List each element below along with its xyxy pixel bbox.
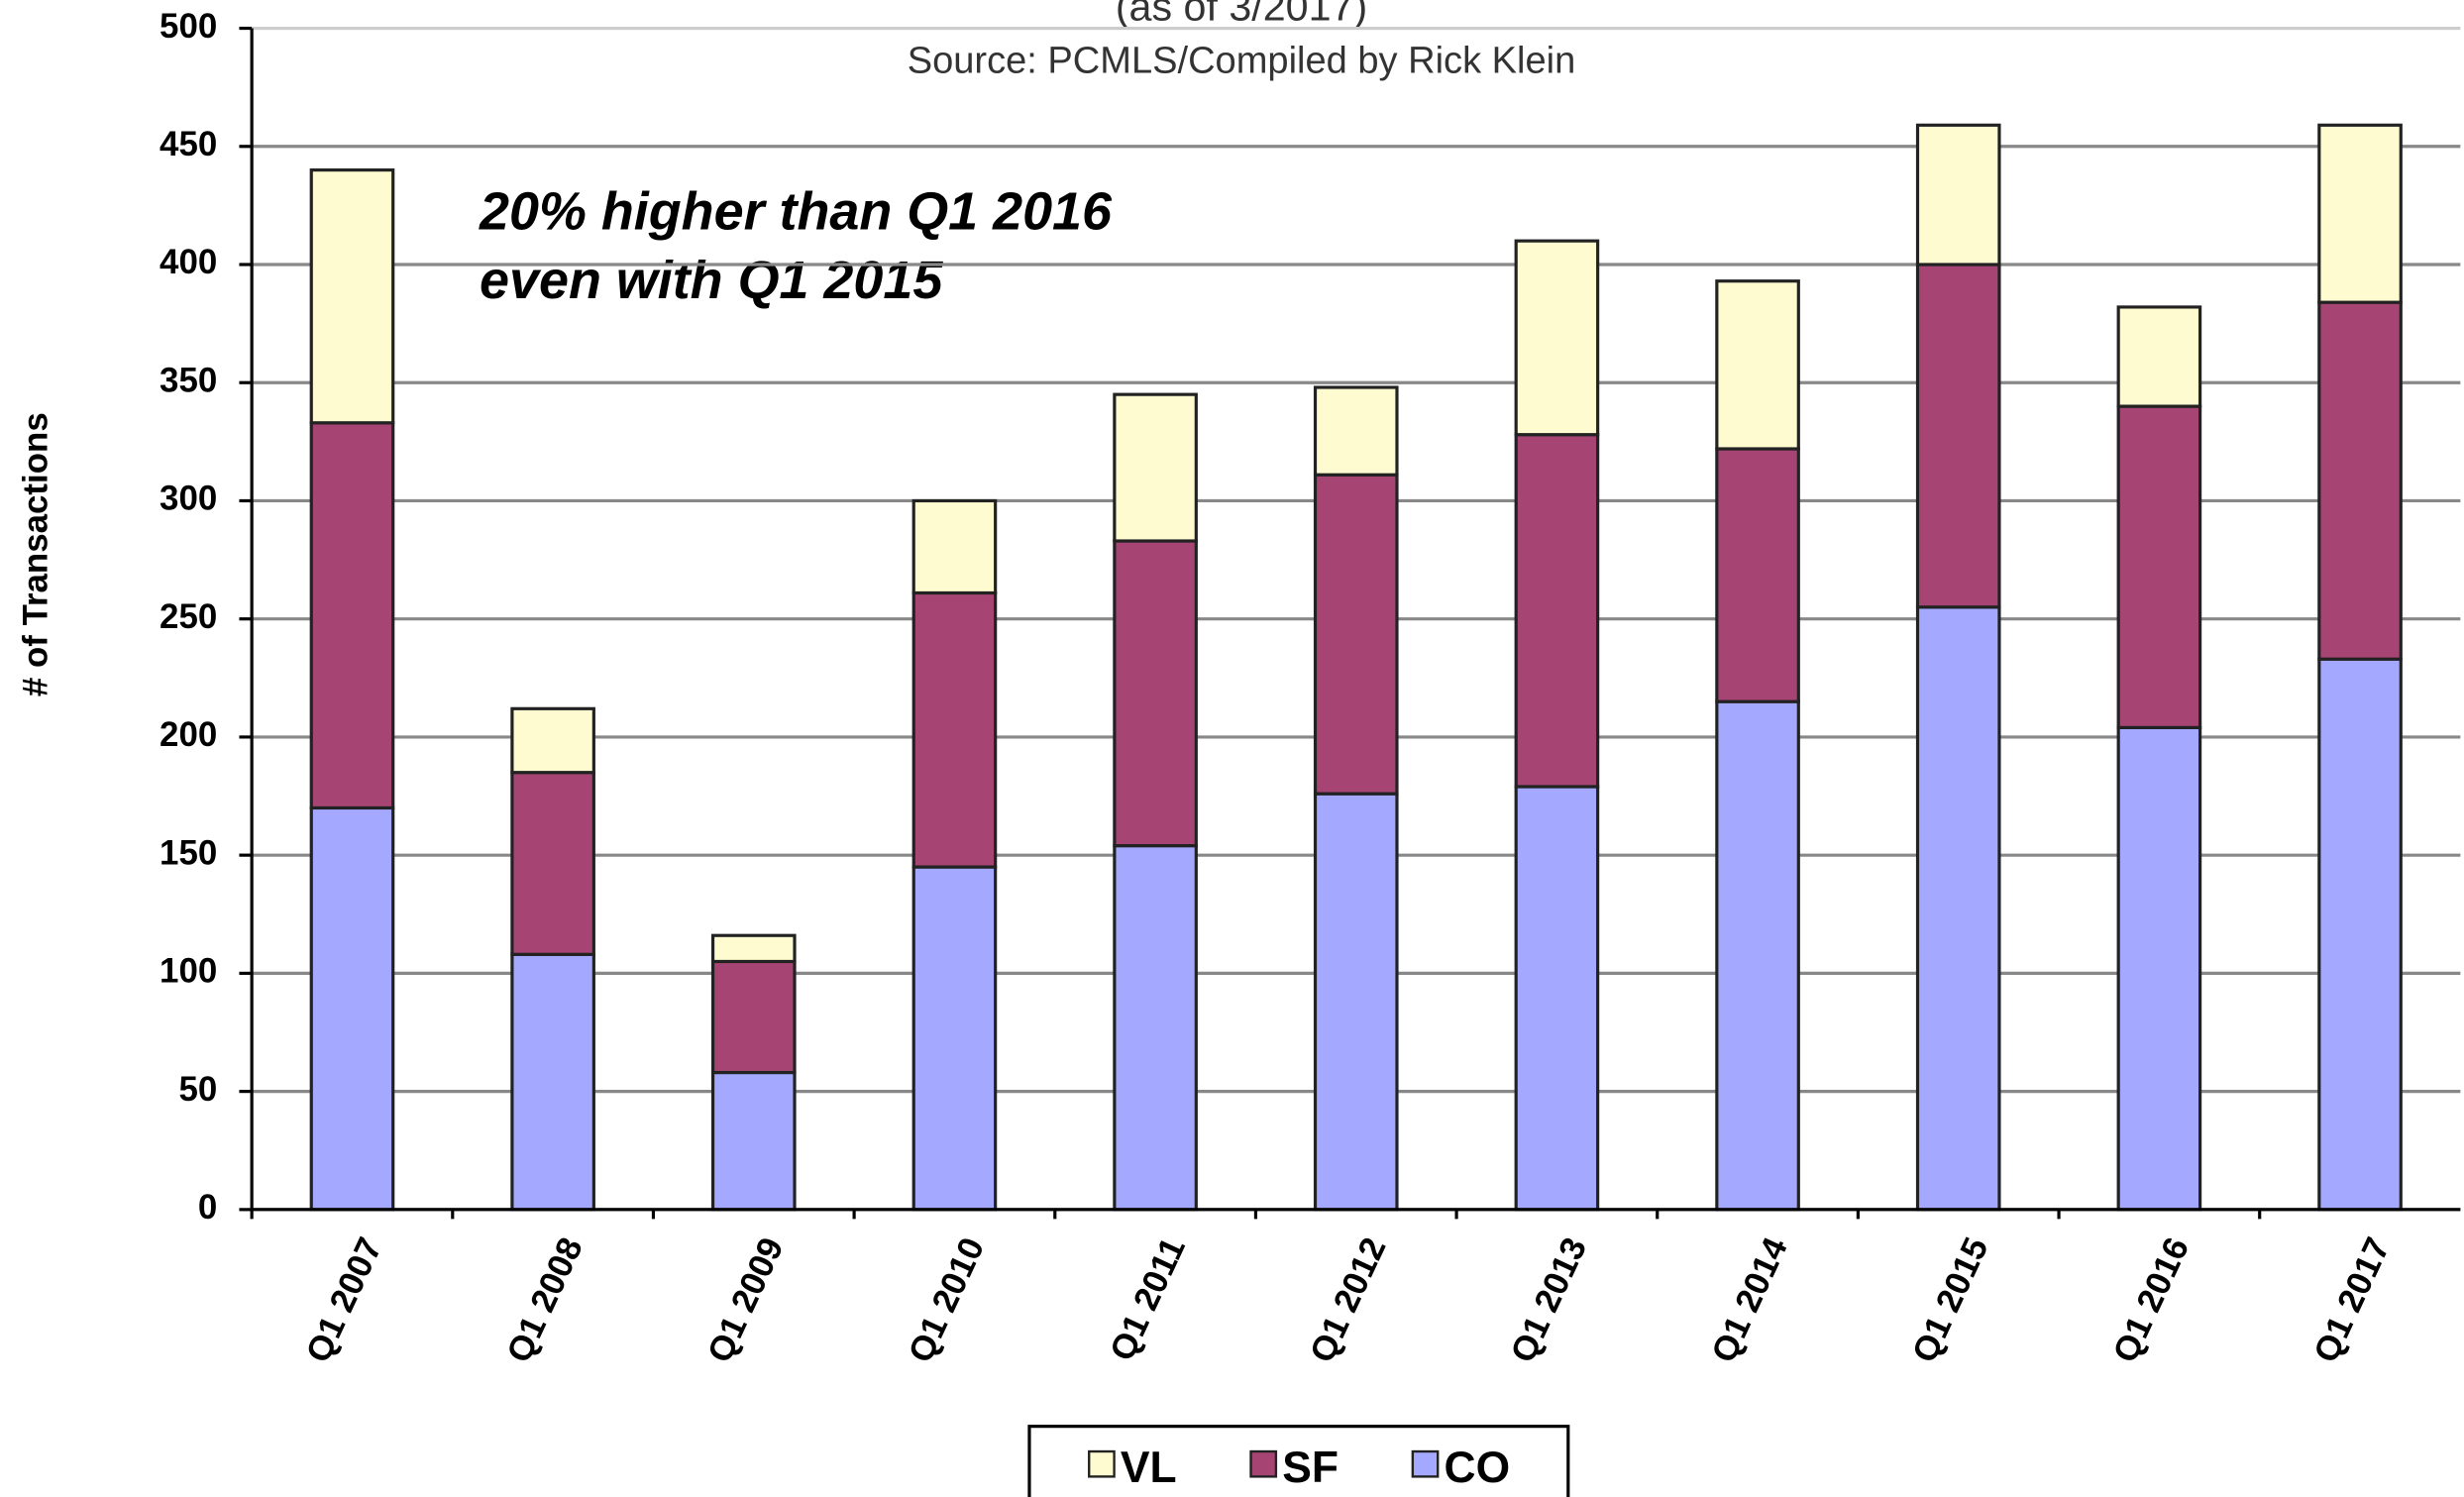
bar-segment <box>1113 392 1198 543</box>
legend-label: SF <box>1282 1444 1339 1492</box>
legend <box>1027 1425 1570 1497</box>
bar-segment <box>309 421 395 810</box>
y-tick-label: 200 <box>160 715 217 754</box>
bar-segment <box>1313 473 1399 796</box>
x-tick-label: Q1 2016 <box>2105 1231 2196 1368</box>
x-tick-label: Q1 2017 <box>2306 1231 2398 1368</box>
y-tick-label: 500 <box>160 7 217 46</box>
y-tick-label: 350 <box>160 361 217 399</box>
x-tick-label: Q1 2010 <box>901 1231 992 1368</box>
y-tick-label: 100 <box>160 952 217 991</box>
y-tick-label: 50 <box>178 1070 217 1109</box>
annotation: 20% higher than Q1 2016 <box>479 181 1113 241</box>
bar-segment <box>1915 605 2001 1212</box>
x-tick-label: Q1 2013 <box>1503 1231 1594 1368</box>
bar-segment <box>1113 539 1198 848</box>
bar-segment <box>1715 279 1800 451</box>
bar-segment <box>1715 447 1800 703</box>
annotation: even with Q1 2015 <box>480 251 943 310</box>
bar-segment <box>1514 239 1600 437</box>
bar-segment <box>2116 404 2202 729</box>
y-tick-label: 450 <box>160 125 217 163</box>
bar-segment <box>1915 123 2001 267</box>
bar-segment <box>510 706 595 775</box>
bar-segment <box>911 498 998 595</box>
bar-segment <box>2116 725 2202 1212</box>
bar-segment <box>1915 263 2001 609</box>
x-tick-label: Q1 2007 <box>298 1231 389 1368</box>
bar-segment <box>1514 785 1600 1212</box>
x-tick-label: Q1 2012 <box>1303 1231 1394 1368</box>
y-tick-label: 150 <box>160 833 217 872</box>
bar-segment <box>2317 300 2403 661</box>
bar-segment <box>1113 844 1198 1212</box>
x-tick-label: Q1 2009 <box>700 1231 792 1368</box>
bar-segment <box>510 771 595 956</box>
bar-segment <box>1313 385 1399 477</box>
x-tick-label: Q1 2008 <box>499 1231 590 1368</box>
y-tick-label: 0 <box>198 1188 217 1227</box>
chart-title: (as of 3/2017) <box>1116 0 1367 29</box>
x-tick-label: Q1 2015 <box>1905 1231 1996 1368</box>
x-tick-label: Q1 2014 <box>1704 1231 1795 1368</box>
bar-segment <box>1514 433 1600 789</box>
y-tick-label: 400 <box>160 243 217 281</box>
y-axis-label: # of Transactions <box>17 412 55 696</box>
bar-segment <box>710 959 797 1075</box>
bar-segment <box>911 865 998 1212</box>
y-tick-label: 300 <box>160 480 217 518</box>
bar-segment <box>309 168 395 425</box>
legend-swatch <box>1249 1449 1278 1478</box>
bar-segment <box>309 805 395 1212</box>
bar-segment <box>710 1070 797 1212</box>
bar-segment <box>1313 792 1399 1212</box>
bar-segment <box>911 590 998 869</box>
chart-subtitle: Source: PCMLS/Compiled by Rick Klein <box>908 40 1576 81</box>
bar-segment <box>510 952 595 1212</box>
bar-segment <box>2116 305 2202 408</box>
bar-segment <box>710 933 797 964</box>
legend-swatch <box>1088 1449 1116 1478</box>
y-tick-label: 250 <box>160 597 217 636</box>
bar-segment <box>1715 699 1800 1212</box>
legend-label: CO <box>1445 1444 1511 1492</box>
legend-label: VL <box>1121 1444 1177 1492</box>
bar-segment <box>2317 123 2403 304</box>
bar-segment <box>2317 657 2403 1212</box>
x-tick-label: Q1 2011 <box>1103 1231 1193 1366</box>
legend-swatch <box>1411 1449 1440 1478</box>
